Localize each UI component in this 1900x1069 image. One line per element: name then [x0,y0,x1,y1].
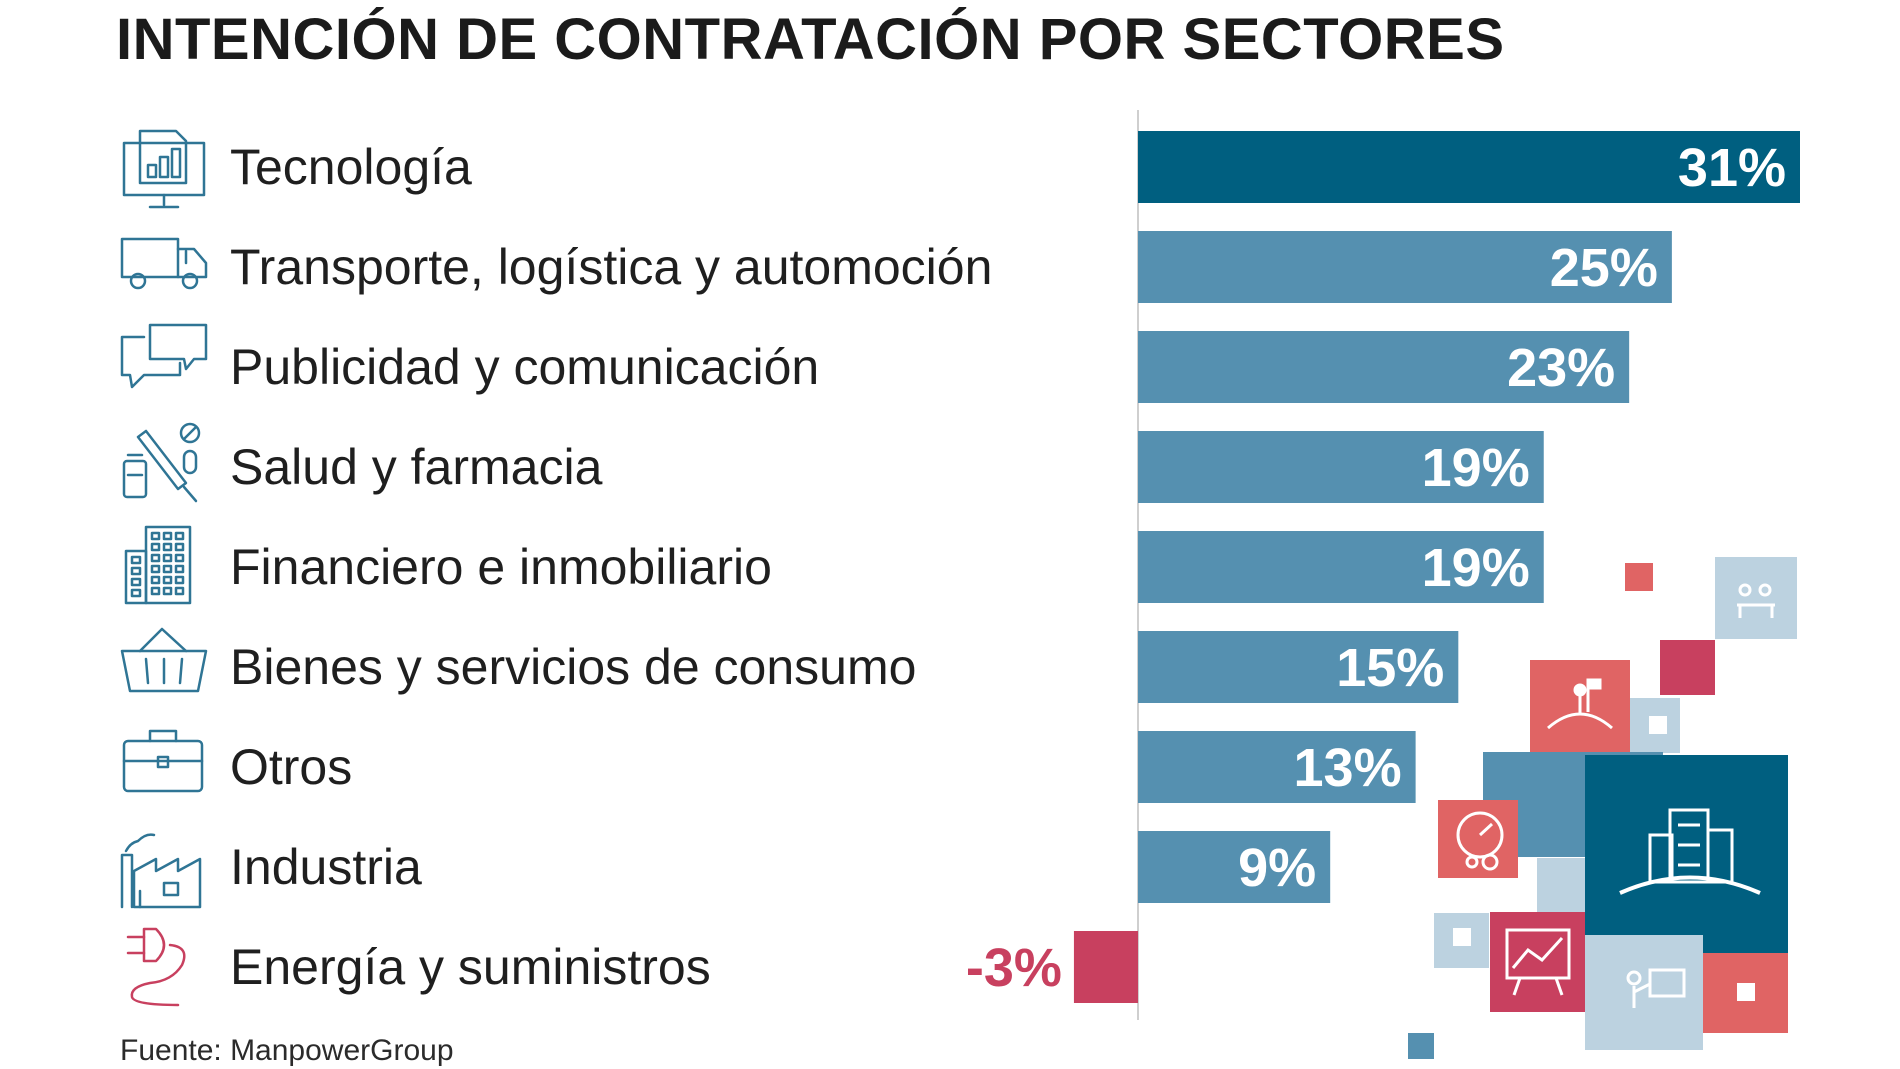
decorative-tile [1649,716,1667,734]
value-label: 19% [1422,438,1530,498]
category-label: Financiero e inmobiliario [230,539,772,595]
value-label: 19% [1422,538,1530,598]
bar-row: Bienes y servicios de consumo 15% [120,627,1459,703]
bar [1073,931,1138,1003]
decorative-tile [1660,640,1715,695]
category-label: Industria [230,839,422,895]
bar [1138,631,1459,703]
bar-row: Publicidad y comunicación 23% [120,323,1630,403]
decorative-tile [1453,928,1471,946]
decorative-tile [1625,563,1653,591]
category-label: Salud y farmacia [230,439,603,495]
category-label: Publicidad y comunicación [230,339,819,395]
value-label: 25% [1550,238,1658,298]
trend-board-icon [1505,928,1571,996]
speech-bubbles-icon [120,323,208,389]
decorative-tiles [1408,557,1797,1059]
chart-title: INTENCIÓN DE CONTRATACIÓN POR SECTORES [116,7,1505,72]
decorative-tile [1737,983,1755,1001]
value-label: 15% [1336,638,1444,698]
gauge-gears-icon [1456,811,1504,871]
bar [1138,831,1331,903]
value-label: 9% [1238,838,1316,898]
category-label: Bienes y servicios de consumo [230,639,916,695]
value-label: 31% [1678,138,1786,198]
meeting-icon [1737,583,1775,618]
shopping-basket-icon [120,627,208,693]
category-label: Otros [230,739,352,795]
bar [1138,531,1544,603]
bar-row: Industria 9% [120,831,1331,909]
category-label: Transporte, logística y automoción [230,239,992,295]
bar [1138,431,1544,503]
value-label: -3% [966,938,1062,998]
category-label: Tecnología [230,139,472,195]
value-label: 13% [1294,738,1402,798]
category-label: Energía y suministros [230,939,711,995]
office-building-icon [124,525,192,605]
computer-chart-icon [122,129,206,209]
bar-row: Energía y suministros -3% [126,927,1138,1007]
bar [1138,731,1416,803]
bar-row: Otros 13% [122,729,1416,803]
truck-icon [120,237,208,290]
city-buildings-icon [1619,808,1761,895]
value-label: 23% [1507,338,1615,398]
decorative-tile [1408,1033,1434,1059]
power-plug-icon [126,927,186,1007]
bar-row: Salud y farmacia 19% [122,422,1544,503]
bar [1138,331,1630,403]
presenter-icon [1626,968,1686,1008]
briefcase-icon [122,729,204,793]
factory-icon [120,833,202,909]
bar-row: Transporte, logística y automoción 25% [120,231,1672,303]
bar-row: Tecnología 31% [122,129,1800,209]
decorative-tile [1537,858,1585,913]
decorative-tile [1585,755,1788,955]
bar [1138,131,1800,203]
source-note: Fuente: ManpowerGroup [120,1034,454,1067]
bar-row: Financiero e inmobiliario 19% [124,525,1544,605]
decorative-tile [1490,912,1585,1012]
decorative-tile [1715,557,1797,639]
syringe-vial-icon [122,422,201,503]
summit-flag-icon [1547,678,1613,730]
bar [1138,231,1672,303]
